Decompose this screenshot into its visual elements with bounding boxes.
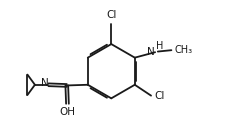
Text: Cl: Cl — [106, 10, 116, 20]
Text: CH₃: CH₃ — [174, 45, 192, 55]
Text: N: N — [41, 78, 49, 88]
Text: Cl: Cl — [154, 91, 164, 101]
Text: H: H — [155, 41, 163, 51]
Text: N: N — [146, 47, 154, 57]
Text: OH: OH — [59, 107, 75, 117]
